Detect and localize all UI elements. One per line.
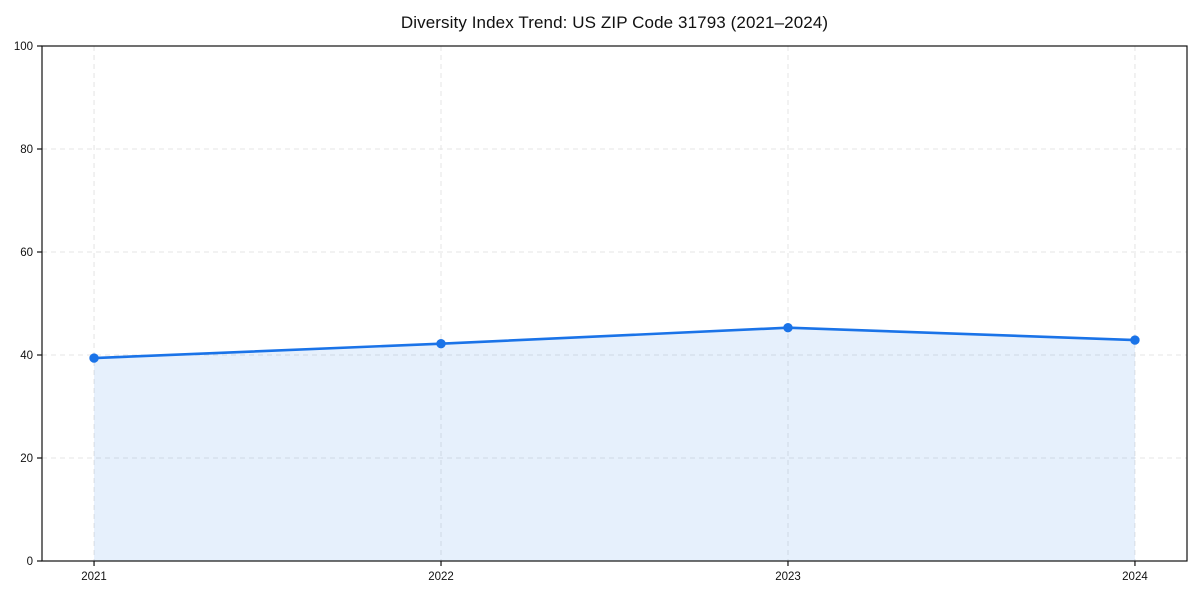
data-point <box>436 338 446 349</box>
x-tick-label: 2022 <box>428 571 454 583</box>
x-tick-label: 2023 <box>775 571 801 583</box>
plot-border <box>41 45 1188 562</box>
area-fill <box>94 327 1135 561</box>
y-tick-label: 40 <box>20 350 33 362</box>
y-tick-label: 80 <box>20 144 33 156</box>
chart-title: Diversity Index Trend: US ZIP Code 31793… <box>400 13 829 32</box>
y-tick-label: 20 <box>20 453 33 465</box>
data-point <box>783 323 793 333</box>
data-point <box>1130 335 1140 345</box>
y-tick-label: 60 <box>20 247 33 259</box>
y-tick-label: 100 <box>14 41 33 53</box>
x-tick-label: 2024 <box>1122 571 1148 583</box>
trend-line <box>92 326 1137 360</box>
data-point <box>89 353 99 363</box>
x-tick-label: 2021 <box>81 571 107 583</box>
y-tick-label: 0 <box>27 556 33 568</box>
